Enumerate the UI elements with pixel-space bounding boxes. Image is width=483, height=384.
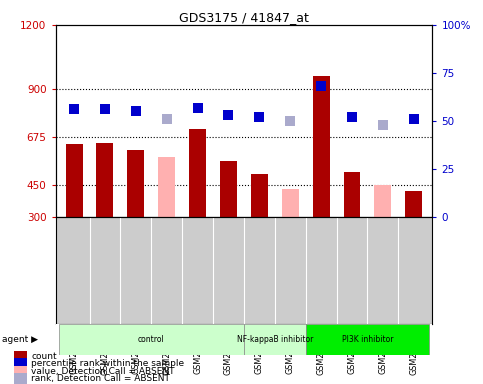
Point (70, 106, 78, 113)
Text: NF-kappaB inhibitor: NF-kappaB inhibitor (237, 335, 313, 344)
Point (225, 112, 232, 118)
Bar (97, 143, 114, 217)
Point (194, 104, 201, 111)
Bar (405, 191, 422, 217)
Bar (220, 162, 237, 217)
Point (379, 122, 387, 128)
Point (286, 118, 294, 124)
Bar (14, 351, 27, 362)
Bar (189, 129, 206, 217)
Bar (66, 144, 83, 217)
Point (317, 83, 325, 89)
Bar (313, 76, 329, 217)
Point (256, 114, 263, 120)
Text: rank, Detection Call = ABSENT: rank, Detection Call = ABSENT (31, 374, 170, 383)
Bar (128, 150, 144, 217)
Bar (251, 174, 268, 217)
Bar (58, 324, 244, 355)
Bar (14, 373, 27, 384)
Point (132, 108, 140, 114)
Point (348, 114, 356, 120)
Bar (14, 366, 27, 376)
Point (410, 116, 418, 122)
Bar (244, 324, 306, 355)
Text: control: control (138, 335, 165, 344)
Text: count: count (31, 352, 57, 361)
Bar (306, 324, 429, 355)
Bar (374, 185, 391, 217)
Text: agent ▶: agent ▶ (2, 335, 39, 344)
Bar (158, 157, 175, 217)
Bar (282, 189, 298, 217)
Text: value, Detection Call = ABSENT: value, Detection Call = ABSENT (31, 367, 175, 376)
Bar (14, 358, 27, 369)
Point (101, 106, 109, 113)
Bar (343, 172, 360, 217)
Text: PI3K inhibitor: PI3K inhibitor (341, 335, 393, 344)
Point (163, 116, 170, 122)
Title: GDS3175 / 41847_at: GDS3175 / 41847_at (179, 11, 309, 24)
Text: percentile rank within the sample: percentile rank within the sample (31, 359, 185, 368)
